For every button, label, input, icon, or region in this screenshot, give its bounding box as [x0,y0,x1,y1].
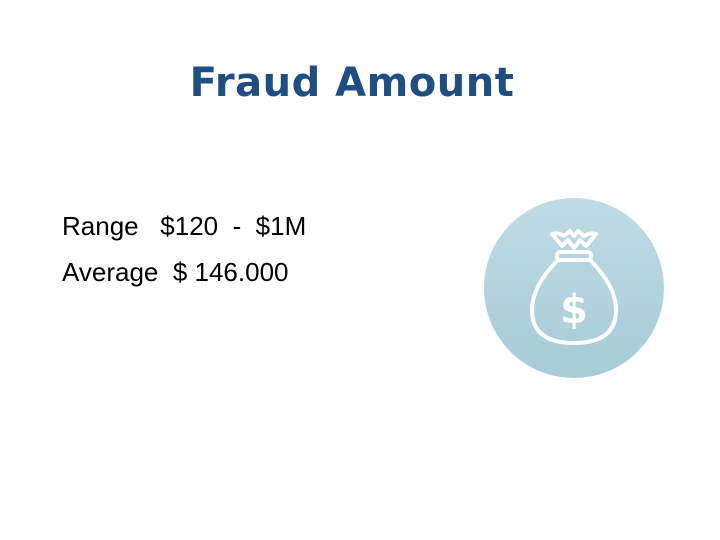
average-line: Average $ 146.000 [62,257,289,287]
money-bag-icon-graphic: $ [484,198,664,378]
money-bag-icon: $ [484,198,664,378]
dollar-sign-icon: $ [560,287,588,333]
bag-top-icon [550,229,598,250]
slide-title: Fraud Amount [189,60,515,106]
bag-body-icon [530,258,618,345]
slide-body: Range $120 - $1M Average $ 146.000 [62,203,306,295]
icon-circle [484,198,664,378]
range-line: Range $120 - $1M [62,211,307,241]
bag-neck-icon [555,250,593,262]
